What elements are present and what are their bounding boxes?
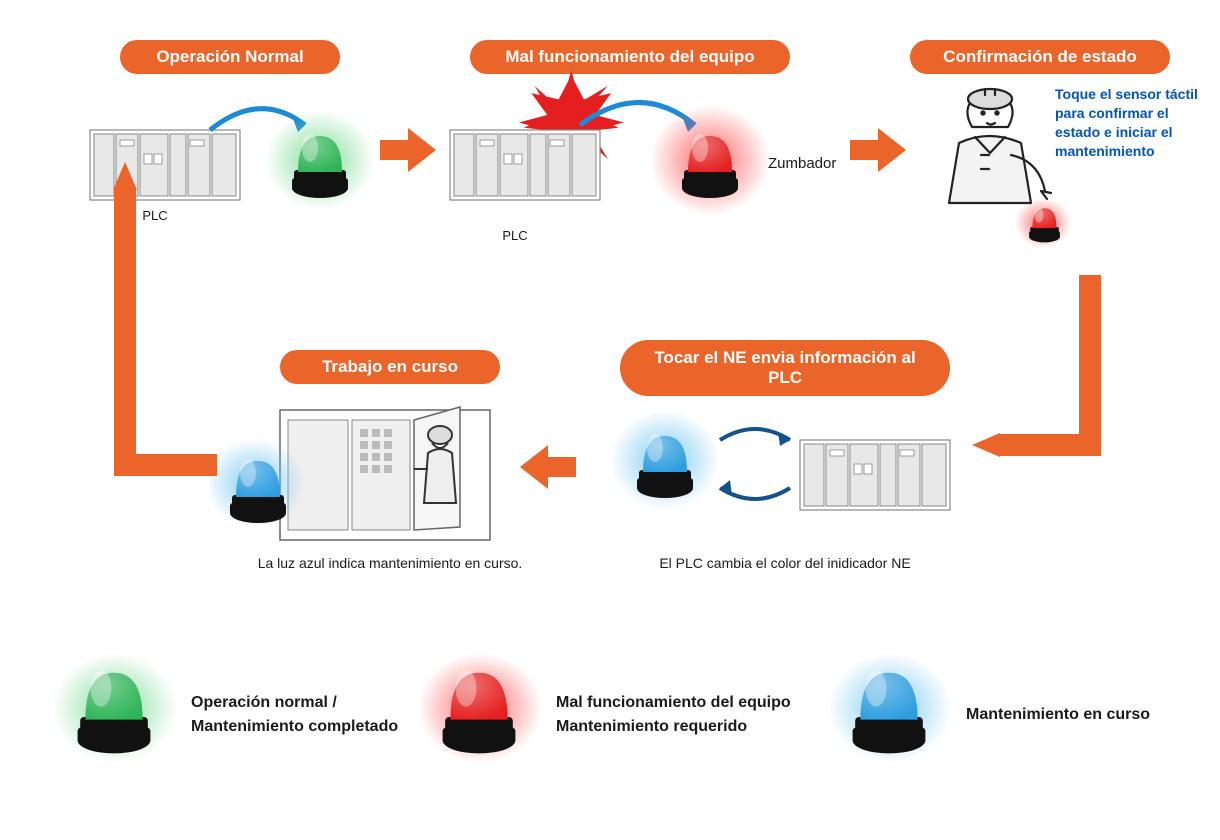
- stage5-graphic: [210, 395, 510, 555]
- arrow-3-4: [960, 275, 1160, 495]
- stage4-graphic: [610, 400, 960, 550]
- stage3-pill: Confirmación de estado: [910, 40, 1170, 74]
- stage3-title: Confirmación de estado: [943, 47, 1137, 67]
- legend-red-text: Mal funcionamiento del equipo Mantenimie…: [556, 691, 791, 739]
- arrow-2-3: [850, 128, 906, 172]
- stage4-caption: El PLC cambia el color del inidicador NE: [620, 555, 950, 571]
- buzzer-label: Zumbador: [768, 155, 836, 172]
- stage5-caption: La luz azul indica mantenimiento en curs…: [245, 555, 535, 571]
- stage2-title: Mal funcionamiento del equipo: [505, 47, 754, 67]
- arrow-1-2: [380, 128, 436, 172]
- arrow-4-5: [520, 445, 576, 489]
- arrow-5-1: [95, 150, 225, 480]
- legend-blue: Mantenimiento en curso: [830, 650, 1150, 780]
- stage2-pill: Mal funcionamiento del equipo: [470, 40, 790, 74]
- stage1-title: Operación Normal: [156, 47, 303, 67]
- stage3-note: Toque el sensor táctil para confirmar el…: [1055, 85, 1205, 161]
- legend-green-text: Operación normal / Mantenimiento complet…: [191, 691, 398, 739]
- stage2-graphic: [440, 70, 820, 250]
- stage2-plc-label: PLC: [485, 228, 545, 243]
- stage5-title: Trabajo en curso: [322, 357, 458, 377]
- stage1-pill: Operación Normal: [120, 40, 340, 74]
- stage4-pill: Tocar el NE envia información al PLC: [620, 340, 950, 396]
- legend-red: Mal funcionamiento del equipo Mantenimie…: [420, 650, 791, 780]
- stage4-title: Tocar el NE envia información al PLC: [640, 348, 930, 387]
- legend-green: Operación normal / Mantenimiento complet…: [55, 650, 398, 780]
- stage3-graphic: [915, 85, 1075, 265]
- legend-blue-text: Mantenimiento en curso: [966, 703, 1150, 727]
- stage5-pill: Trabajo en curso: [280, 350, 500, 384]
